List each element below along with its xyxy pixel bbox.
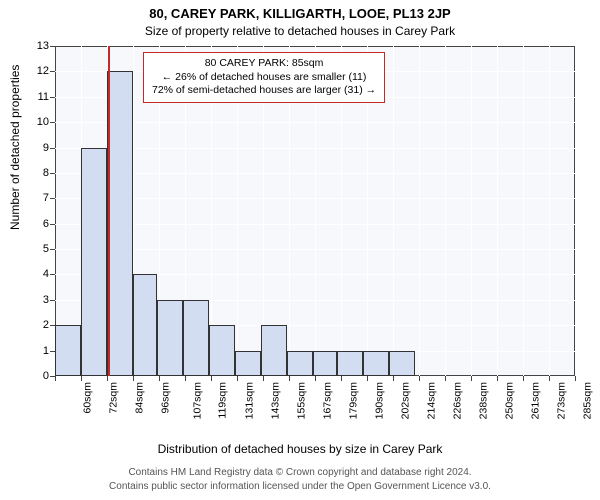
y-tick-mark xyxy=(50,46,55,47)
histogram-bar xyxy=(183,300,209,376)
y-tick-mark xyxy=(50,249,55,250)
y-tick-mark xyxy=(50,97,55,98)
gridline-v xyxy=(497,46,498,376)
histogram-bar xyxy=(261,325,287,376)
x-tick-label: 119sqm xyxy=(215,382,229,419)
x-tick-mark xyxy=(159,376,160,381)
x-tick-mark xyxy=(185,376,186,381)
y-tick-mark xyxy=(50,300,55,301)
x-tick-mark xyxy=(575,376,576,381)
gridline-v xyxy=(523,46,524,376)
annotation-line3: 72% of semi-detached houses are larger (… xyxy=(152,84,376,96)
histogram-bar xyxy=(287,351,313,376)
x-tick-mark xyxy=(315,376,316,381)
x-tick-mark xyxy=(549,376,550,381)
x-tick-label: 179sqm xyxy=(345,382,359,419)
x-tick-mark xyxy=(471,376,472,381)
gridline-v xyxy=(393,46,394,376)
histogram-bar xyxy=(235,351,261,376)
gridline-v xyxy=(471,46,472,376)
x-tick-mark xyxy=(211,376,212,381)
x-tick-mark xyxy=(393,376,394,381)
y-tick-mark xyxy=(50,274,55,275)
x-tick-mark xyxy=(263,376,264,381)
x-tick-label: 84sqm xyxy=(132,382,146,414)
reference-line xyxy=(108,46,110,376)
x-axis-label: Distribution of detached houses by size … xyxy=(0,442,600,456)
y-tick-mark xyxy=(50,198,55,199)
x-tick-label: 72sqm xyxy=(106,382,120,414)
gridline-v xyxy=(445,46,446,376)
histogram-bar xyxy=(313,351,337,376)
x-tick-mark xyxy=(445,376,446,381)
histogram-bar xyxy=(337,351,363,376)
y-tick-mark xyxy=(50,122,55,123)
histogram-bar xyxy=(363,351,389,376)
x-tick-mark xyxy=(289,376,290,381)
histogram-bar xyxy=(209,325,235,376)
histogram-bar xyxy=(133,274,157,376)
x-tick-label: 167sqm xyxy=(319,382,333,419)
y-tick-mark xyxy=(50,148,55,149)
x-tick-label: 250sqm xyxy=(501,382,515,419)
histogram-bar xyxy=(107,71,133,376)
histogram-bar xyxy=(81,148,107,376)
x-tick-label: 96sqm xyxy=(158,382,172,414)
histogram-bar xyxy=(157,300,183,376)
chart-root: { "chart": { "type": "histogram", "title… xyxy=(0,0,600,500)
x-tick-mark xyxy=(55,376,56,381)
x-tick-mark xyxy=(497,376,498,381)
gridline-v xyxy=(419,46,420,376)
x-tick-label: 131sqm xyxy=(241,382,255,419)
x-tick-mark xyxy=(81,376,82,381)
histogram-bar xyxy=(55,325,81,376)
histogram-bar xyxy=(389,351,415,376)
x-tick-label: 60sqm xyxy=(80,382,94,414)
x-tick-mark xyxy=(237,376,238,381)
x-tick-label: 143sqm xyxy=(267,382,281,419)
x-tick-mark xyxy=(367,376,368,381)
x-tick-label: 261sqm xyxy=(527,382,541,419)
x-tick-label: 238sqm xyxy=(475,382,489,419)
gridline-v xyxy=(549,46,550,376)
y-tick-mark xyxy=(50,224,55,225)
x-tick-mark xyxy=(523,376,524,381)
chart-subtitle: Size of property relative to detached ho… xyxy=(0,24,600,38)
attribution-text: Contains HM Land Registry data © Crown c… xyxy=(0,466,600,493)
x-tick-label: 273sqm xyxy=(553,382,567,419)
x-tick-label: 190sqm xyxy=(371,382,385,419)
x-tick-label: 285sqm xyxy=(579,382,593,419)
x-tick-mark xyxy=(133,376,134,381)
annotation-line1: 80 CAREY PARK: 85sqm xyxy=(205,57,324,69)
chart-title: 80, CAREY PARK, KILLIGARTH, LOOE, PL13 2… xyxy=(0,6,600,21)
x-tick-mark xyxy=(419,376,420,381)
x-tick-label: 226sqm xyxy=(449,382,463,419)
x-tick-mark xyxy=(341,376,342,381)
x-tick-label: 202sqm xyxy=(397,382,411,419)
y-axis-label: Number of detached properties xyxy=(8,65,22,230)
plot-area: 01234567891011121360sqm72sqm84sqm96sqm10… xyxy=(55,46,575,376)
annotation-line2: ← 26% of detached houses are smaller (11… xyxy=(162,71,367,83)
y-tick-mark xyxy=(50,71,55,72)
annotation-box: 80 CAREY PARK: 85sqm ← 26% of detached ho… xyxy=(143,52,385,103)
x-tick-mark xyxy=(107,376,108,381)
attribution-line2: Contains public sector information licen… xyxy=(109,481,491,492)
attribution-line1: Contains HM Land Registry data © Crown c… xyxy=(128,467,471,478)
y-tick-mark xyxy=(50,173,55,174)
x-tick-label: 214sqm xyxy=(423,382,437,419)
x-tick-label: 107sqm xyxy=(189,382,203,419)
x-tick-label: 155sqm xyxy=(293,382,307,419)
